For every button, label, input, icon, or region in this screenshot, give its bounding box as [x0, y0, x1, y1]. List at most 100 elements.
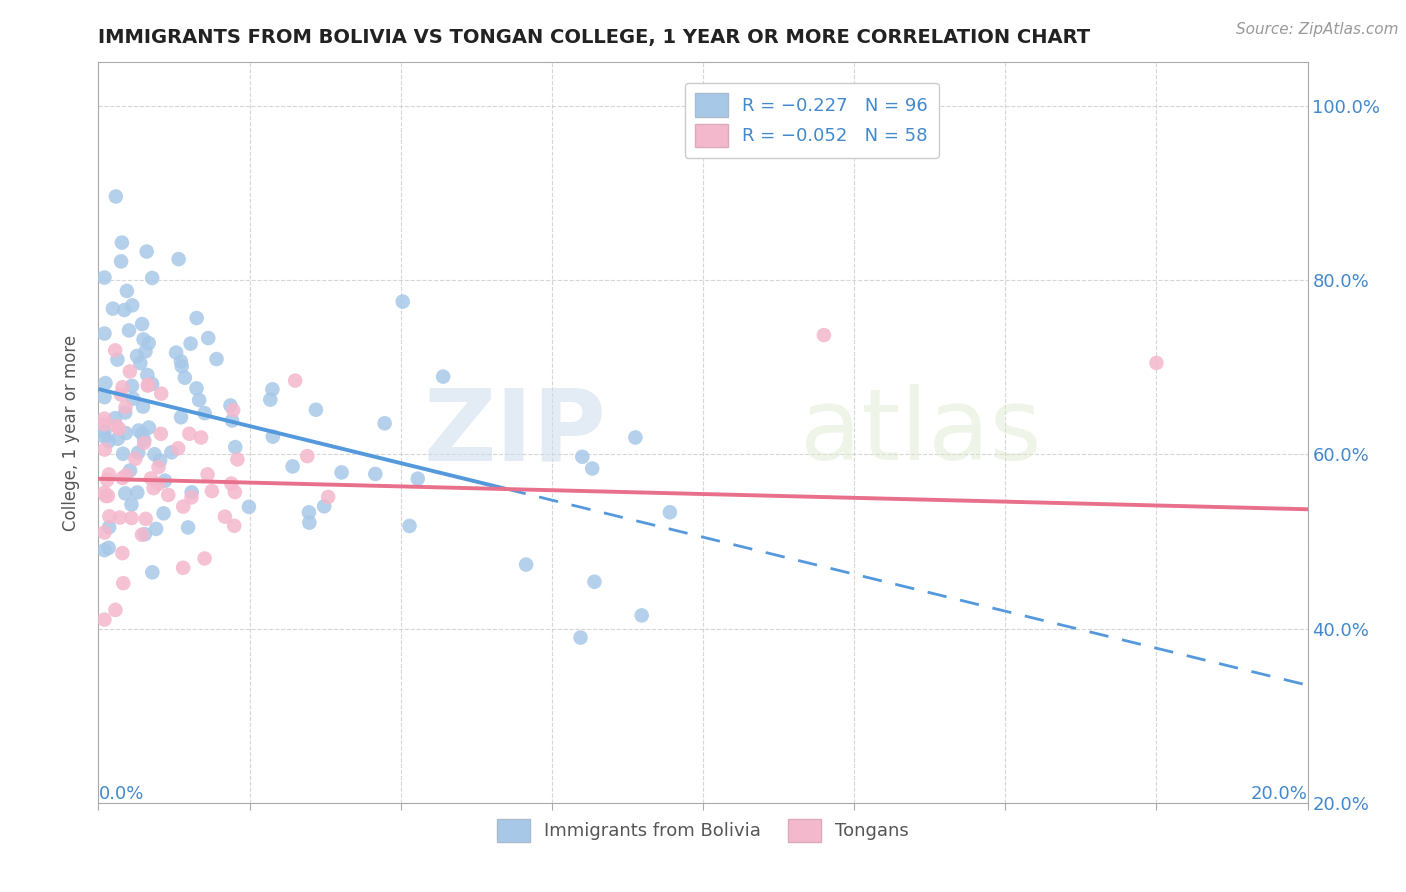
Point — [115, 468, 138, 483]
Point — [364, 467, 387, 481]
Point — [93, 430, 115, 444]
Point — [624, 430, 647, 444]
Point — [180, 336, 202, 351]
Point — [134, 433, 156, 447]
Point — [143, 447, 166, 461]
Point — [515, 558, 537, 572]
Point — [97, 489, 120, 503]
Legend: Immigrants from Bolivia, Tongans: Immigrants from Bolivia, Tongans — [489, 812, 917, 849]
Point — [157, 488, 180, 502]
Point — [114, 401, 136, 415]
Point — [141, 566, 163, 580]
Point — [262, 430, 284, 444]
Point — [121, 511, 143, 525]
Point — [374, 417, 396, 431]
Point — [135, 244, 157, 259]
Point — [141, 271, 163, 285]
Point — [93, 485, 115, 500]
Point — [97, 467, 120, 482]
Point — [152, 506, 174, 520]
Point — [391, 294, 413, 309]
Point — [131, 426, 153, 441]
Point — [94, 489, 117, 503]
Point — [173, 370, 195, 384]
Point — [93, 543, 115, 558]
Point — [142, 481, 165, 495]
Point — [316, 490, 339, 504]
Point — [197, 331, 219, 345]
Point — [630, 608, 652, 623]
Point — [101, 301, 124, 316]
Point — [111, 235, 134, 250]
Point — [167, 252, 190, 266]
Point — [150, 386, 173, 401]
Point — [259, 392, 281, 407]
Point — [180, 491, 202, 505]
Point — [111, 471, 134, 485]
Point — [128, 424, 150, 438]
Point — [297, 449, 319, 463]
Point — [139, 471, 162, 485]
Point — [118, 463, 141, 477]
Point — [134, 527, 156, 541]
Point — [330, 466, 353, 480]
Point — [188, 393, 211, 408]
Point — [104, 343, 127, 358]
Point — [121, 498, 143, 512]
Point — [224, 485, 246, 500]
Point — [93, 326, 115, 341]
Point — [93, 270, 115, 285]
Point — [115, 284, 138, 298]
Point — [98, 509, 121, 524]
Point — [93, 525, 115, 540]
Point — [104, 411, 127, 425]
Point — [111, 546, 134, 560]
Text: atlas: atlas — [800, 384, 1042, 481]
Point — [97, 434, 120, 449]
Point — [93, 613, 115, 627]
Point — [170, 359, 193, 374]
Point — [224, 440, 246, 454]
Text: 20.0%: 20.0% — [1251, 785, 1308, 804]
Point — [114, 405, 136, 419]
Point — [194, 551, 217, 566]
Point — [284, 374, 307, 388]
Point — [136, 368, 159, 382]
Point — [112, 447, 135, 461]
Point — [108, 422, 131, 436]
Point — [97, 541, 120, 555]
Point — [136, 377, 159, 392]
Point — [110, 254, 132, 268]
Point — [149, 426, 172, 441]
Point — [179, 426, 201, 441]
Point — [141, 376, 163, 391]
Point — [170, 410, 193, 425]
Point — [1144, 356, 1167, 370]
Point — [107, 352, 129, 367]
Text: Source: ZipAtlas.com: Source: ZipAtlas.com — [1236, 22, 1399, 37]
Point — [112, 576, 135, 591]
Point — [180, 485, 202, 500]
Point — [205, 352, 228, 367]
Text: IMMIGRANTS FROM BOLIVIA VS TONGAN COLLEGE, 1 YEAR OR MORE CORRELATION CHART: IMMIGRANTS FROM BOLIVIA VS TONGAN COLLEG… — [98, 28, 1091, 47]
Point — [224, 518, 246, 533]
Point — [298, 516, 321, 530]
Point — [98, 520, 121, 534]
Point — [571, 450, 593, 464]
Point — [132, 436, 155, 450]
Point — [221, 476, 243, 491]
Point — [314, 500, 336, 514]
Point — [298, 505, 321, 519]
Point — [104, 189, 127, 203]
Point — [194, 406, 217, 420]
Point — [129, 356, 152, 370]
Point — [131, 317, 153, 331]
Point — [93, 442, 115, 457]
Point — [305, 402, 328, 417]
Point — [172, 500, 194, 514]
Point — [406, 472, 429, 486]
Point — [93, 425, 115, 439]
Point — [124, 451, 146, 466]
Point — [581, 461, 603, 475]
Point — [134, 344, 156, 359]
